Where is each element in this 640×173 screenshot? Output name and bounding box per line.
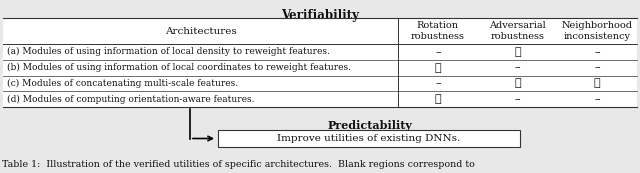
Text: ✓: ✓	[435, 63, 441, 73]
Text: (a) Modules of using information of local density to reweight features.: (a) Modules of using information of loca…	[7, 47, 330, 56]
Text: (b) Modules of using information of local coordinates to reweight features.: (b) Modules of using information of loca…	[7, 63, 351, 72]
Text: –: –	[595, 47, 600, 57]
Text: –: –	[435, 78, 441, 88]
Text: Rotation
robustness: Rotation robustness	[411, 21, 465, 41]
Text: Improve utilities of existing DNNs.: Improve utilities of existing DNNs.	[277, 134, 461, 143]
Bar	[218, 130, 520, 147]
Text: –: –	[435, 47, 441, 57]
Text: Verifiability: Verifiability	[281, 9, 359, 22]
Text: (c) Modules of concatenating multi-scale features.: (c) Modules of concatenating multi-scale…	[7, 79, 238, 88]
Text: –: –	[595, 63, 600, 73]
Text: Predictability: Predictability	[328, 120, 412, 131]
Text: –: –	[595, 94, 600, 104]
Text: ✓: ✓	[435, 94, 441, 104]
Text: Table 1:  Illustration of the verified utilities of specific architectures.  Bla: Table 1: Illustration of the verified ut…	[2, 160, 475, 169]
Text: ✓: ✓	[594, 78, 600, 88]
Text: Architectures: Architectures	[164, 26, 236, 35]
Text: Neighborhood
inconsistency: Neighborhood inconsistency	[562, 21, 633, 41]
Bar	[3, 18, 637, 107]
Text: –: –	[515, 63, 520, 73]
Text: Adversarial
robustness: Adversarial robustness	[489, 21, 546, 41]
Text: –: –	[515, 94, 520, 104]
Text: ✓: ✓	[514, 47, 521, 57]
Text: (d) Modules of computing orientation-aware features.: (d) Modules of computing orientation-awa…	[7, 95, 255, 104]
Text: ✓: ✓	[514, 78, 521, 88]
